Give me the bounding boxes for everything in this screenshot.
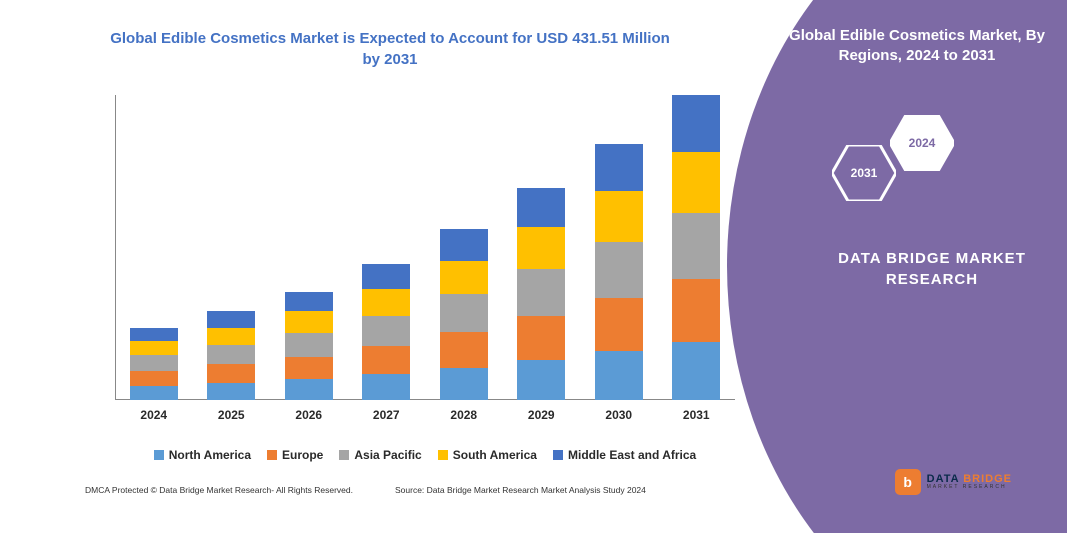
x-tick-label: 2029 [528, 408, 555, 422]
bar-segment [130, 355, 178, 371]
bar-segment [440, 261, 488, 295]
hex-2024-label: 2024 [909, 136, 936, 150]
bar-segment [362, 316, 410, 346]
bar-column [362, 264, 410, 400]
right-panel-title: Global Edible Cosmetics Market, By Regio… [787, 26, 1047, 67]
bar-column [207, 311, 255, 400]
bar-segment [440, 368, 488, 400]
legend-label: Middle East and Africa [568, 448, 696, 462]
legend-swatch-icon [553, 450, 563, 460]
x-tick-label: 2024 [140, 408, 167, 422]
bar-segment [517, 360, 565, 400]
x-tick-label: 2025 [218, 408, 245, 422]
bar-segment [285, 292, 333, 311]
bar-segment [285, 311, 333, 333]
bar-segment [207, 364, 255, 382]
legend-label: South America [453, 448, 537, 462]
bar-column [440, 229, 488, 400]
bar-column [672, 95, 720, 400]
x-tick-label: 2026 [295, 408, 322, 422]
bar-segment [517, 269, 565, 316]
bar-segment [440, 294, 488, 332]
bar-segment [672, 95, 720, 152]
x-tick-label: 2028 [450, 408, 477, 422]
hex-2024: 2024 [890, 115, 954, 171]
x-tick-label: 2031 [683, 408, 710, 422]
bar-segment [595, 351, 643, 400]
bars-container [115, 95, 735, 400]
legend-item: South America [438, 448, 537, 462]
legend-swatch-icon [267, 450, 277, 460]
bar-segment [362, 289, 410, 316]
hex-2031-label: 2031 [851, 166, 878, 180]
bar-segment [285, 379, 333, 400]
bar-segment [130, 328, 178, 341]
logo-mark-icon: b [895, 469, 921, 495]
hex-2031: 2031 [832, 145, 896, 201]
hex-graphic: 2031 2024 [832, 115, 992, 225]
x-tick-label: 2027 [373, 408, 400, 422]
legend-swatch-icon [339, 450, 349, 460]
legend-item: North America [154, 448, 251, 462]
bar-segment [595, 191, 643, 242]
logo-text: DATA BRIDGE MARKET RESEARCH [927, 474, 1012, 490]
footer-copyright: DMCA Protected © Data Bridge Market Rese… [85, 485, 353, 495]
bar-column [285, 292, 333, 400]
bar-segment [672, 342, 720, 400]
legend-item: Middle East and Africa [553, 448, 696, 462]
bar-segment [517, 227, 565, 269]
bar-column [130, 328, 178, 400]
bar-segment [672, 213, 720, 279]
legend-label: Europe [282, 448, 323, 462]
logo: b DATA BRIDGE MARKET RESEARCH [895, 469, 1012, 495]
bar-segment [362, 264, 410, 289]
bar-segment [517, 316, 565, 360]
right-panel: Global Edible Cosmetics Market, By Regio… [727, 0, 1067, 533]
bar-segment [130, 341, 178, 355]
x-axis-labels: 2024 2025 2026 2027 2028 2029 2030 2031 [115, 408, 735, 422]
footer-source: Source: Data Bridge Market Research Mark… [395, 485, 646, 495]
legend-swatch-icon [154, 450, 164, 460]
bar-segment [130, 386, 178, 400]
legend-item: Europe [267, 448, 323, 462]
bar-segment [130, 371, 178, 386]
x-tick-label: 2030 [605, 408, 632, 422]
brand-name: DATA BRIDGE MARKET RESEARCH [827, 248, 1037, 290]
legend-label: North America [169, 448, 251, 462]
legend-swatch-icon [438, 450, 448, 460]
bar-segment [207, 311, 255, 327]
bar-segment [517, 188, 565, 227]
left-panel: Global Edible Cosmetics Market is Expect… [0, 0, 780, 533]
bar-segment [285, 357, 333, 380]
bar-segment [362, 374, 410, 400]
bar-segment [440, 229, 488, 260]
bar-column [595, 144, 643, 400]
bar-segment [595, 242, 643, 298]
bar-segment [595, 144, 643, 192]
bar-segment [207, 345, 255, 364]
bar-segment [362, 346, 410, 374]
legend: North America Europe Asia Pacific South Ame… [100, 448, 750, 462]
bar-column [517, 188, 565, 400]
bar-segment [207, 328, 255, 345]
bar-segment [207, 383, 255, 400]
bar-segment [285, 333, 333, 357]
bar-segment [672, 279, 720, 342]
bar-segment [595, 298, 643, 351]
logo-sub-text: MARKET RESEARCH [927, 485, 1012, 490]
bar-segment [440, 332, 488, 368]
bar-segment [672, 152, 720, 213]
chart-title: Global Edible Cosmetics Market is Expect… [110, 28, 670, 70]
legend-label: Asia Pacific [354, 448, 421, 462]
legend-item: Asia Pacific [339, 448, 421, 462]
chart-plot-area [115, 95, 735, 400]
